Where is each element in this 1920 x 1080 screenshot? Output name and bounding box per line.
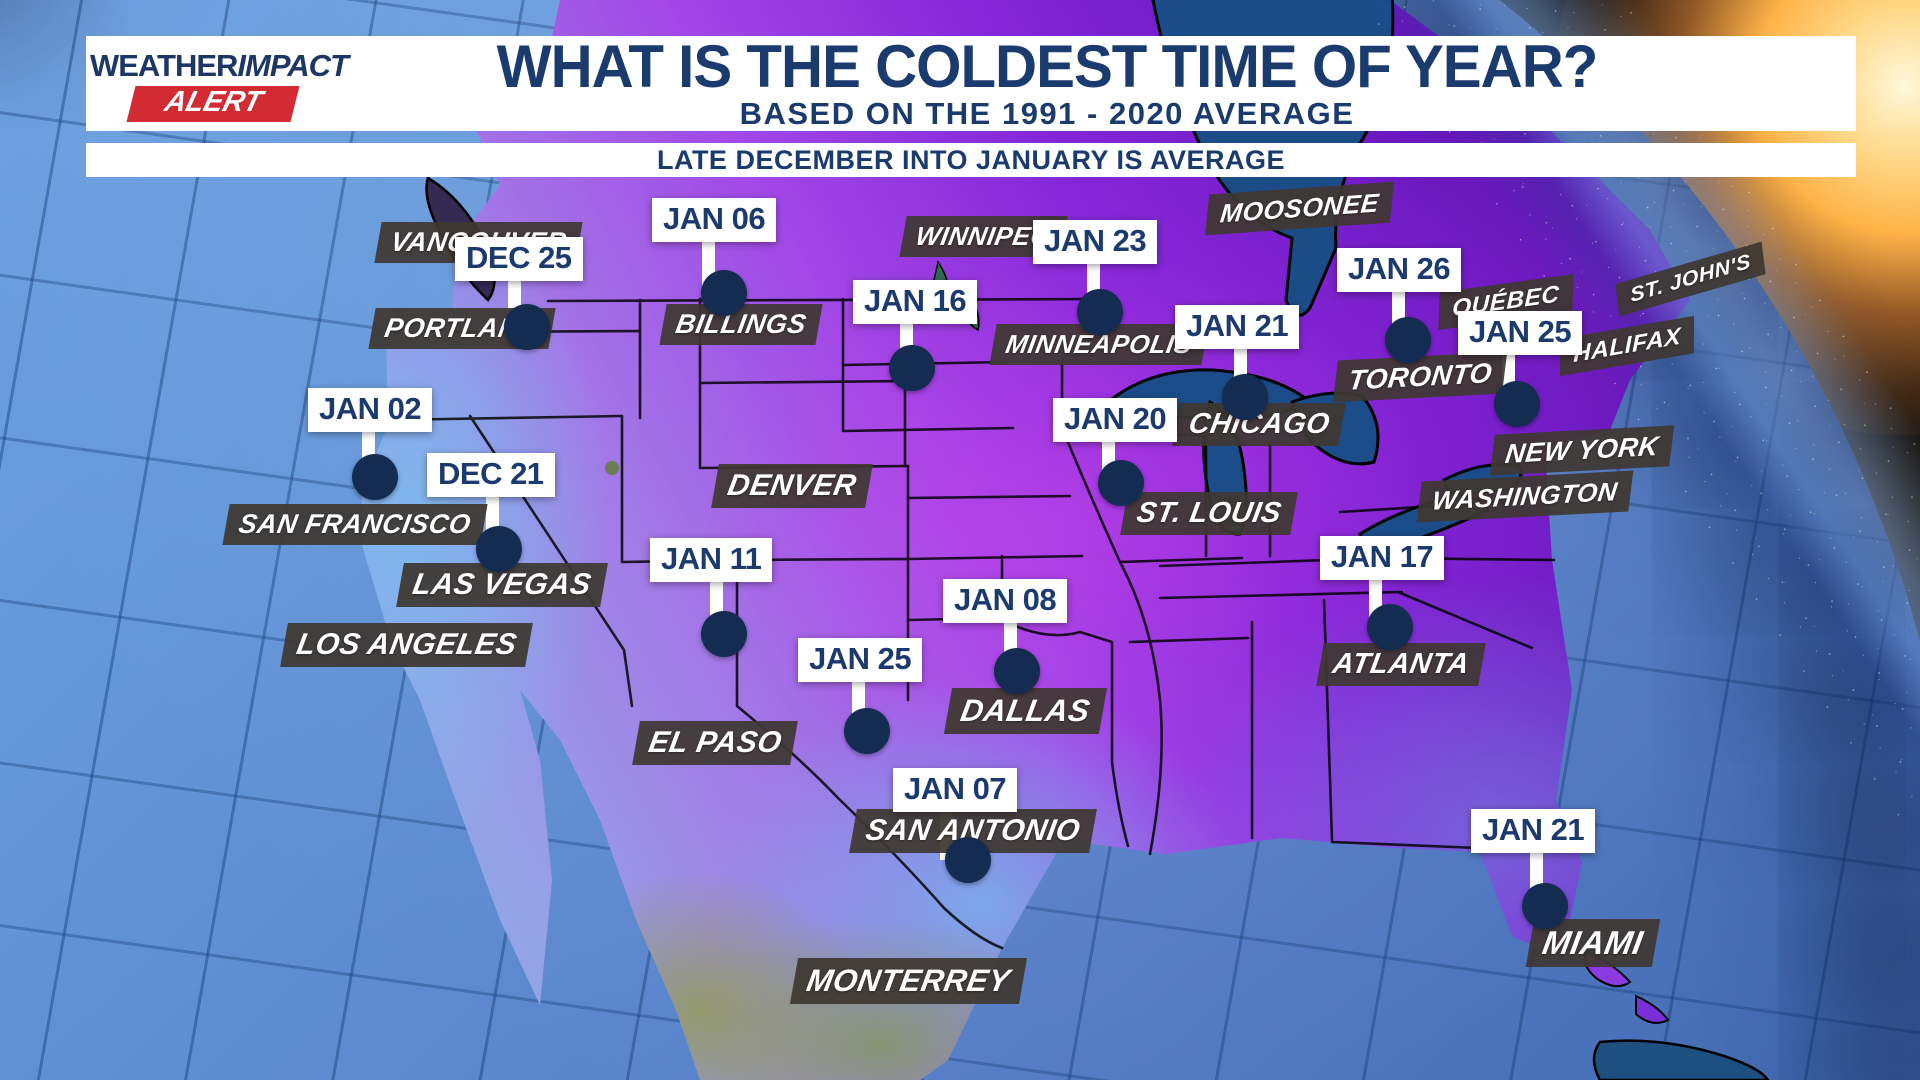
date-box-portland: DEC 25 [455, 237, 583, 281]
logo-brand: WEATHERIMPACT [90, 48, 349, 84]
city-dot-toronto [1385, 317, 1431, 363]
city-dot-billings [701, 270, 747, 316]
city-label-monterrey: MONTERREY [789, 958, 1027, 1004]
alert-text: ALERT [161, 86, 266, 118]
city-dot-miami [1522, 883, 1568, 929]
date-box-newyork: JAN 25 [1458, 311, 1583, 355]
city-label-dallas: DALLAS [943, 688, 1107, 734]
banner-text: LATE DECEMBER INTO JANUARY IS AVERAGE [656, 144, 1286, 175]
city-dot-stlouis [1098, 460, 1144, 506]
city-dot-lasvegas [476, 526, 522, 572]
city-label-denver: DENVER [711, 464, 873, 508]
city-dot-plains [889, 345, 935, 391]
logo-weather: WEATHER [90, 48, 238, 83]
city-dot-minneapolis [1077, 289, 1123, 335]
city-label-losangeles: LOS ANGELES [280, 623, 534, 667]
city-label-atlanta: ATLANTA [1316, 643, 1486, 686]
city-dot-dallas [994, 648, 1040, 694]
date-box-stlouis: JAN 20 [1053, 398, 1178, 442]
cuba-island [1592, 1039, 1770, 1080]
title-block: WHAT IS THE COLDEST TIME OF YEAR? BASED … [338, 33, 1756, 131]
city-dot-sanantonio [945, 837, 991, 883]
date-box-sanfrancisco: JAN 02 [308, 388, 433, 432]
city-dot-elpaso [844, 708, 890, 754]
city-label-sanfrancisco: SAN FRANCISCO [222, 504, 488, 545]
banner-band: LATE DECEMBER INTO JANUARY IS AVERAGE [86, 143, 1856, 177]
city-dot-portland [504, 304, 550, 350]
city-dot-sanfrancisco [352, 454, 398, 500]
date-box-southwest: JAN 11 [650, 538, 773, 582]
page-subtitle: BASED ON THE 1991 - 2020 AVERAGE [739, 96, 1355, 131]
city-dot-newyork [1494, 381, 1540, 427]
date-box-minneapolis: JAN 23 [1033, 220, 1158, 264]
date-box-atlanta: JAN 17 [1320, 536, 1445, 580]
date-box-toronto: JAN 26 [1337, 248, 1462, 292]
date-box-sanantonio: JAN 07 [893, 768, 1018, 812]
page-title: WHAT IS THE COLDEST TIME OF YEAR? [496, 33, 1599, 100]
weather-impact-logo: WEATHERIMPACT ALERT [90, 40, 349, 127]
date-box-lasvegas: DEC 21 [427, 453, 555, 497]
date-box-elpaso: JAN 25 [798, 638, 923, 682]
date-box-billings: JAN 06 [652, 198, 777, 242]
date-box-plains: JAN 16 [853, 280, 978, 324]
bahamas-island-2 [1635, 994, 1670, 1024]
header-band: WEATHERIMPACT ALERT WHAT IS THE COLDEST … [86, 36, 1856, 131]
logo-impact: IMPACT [237, 48, 349, 83]
city-dot-atlanta [1367, 604, 1413, 650]
city-label-billings: BILLINGS [659, 304, 823, 345]
alert-badge: ALERT [126, 86, 300, 122]
terrain-speck [605, 461, 619, 475]
date-box-dallas: JAN 08 [943, 579, 1068, 623]
city-label-stlouis: ST. LOUIS [1120, 492, 1298, 535]
city-dot-southwest [701, 611, 747, 657]
date-box-miami: JAN 21 [1471, 809, 1596, 853]
date-box-chicago: JAN 21 [1175, 305, 1300, 349]
city-dot-chicago [1222, 374, 1268, 420]
city-label-elpaso: EL PASO [632, 721, 799, 765]
